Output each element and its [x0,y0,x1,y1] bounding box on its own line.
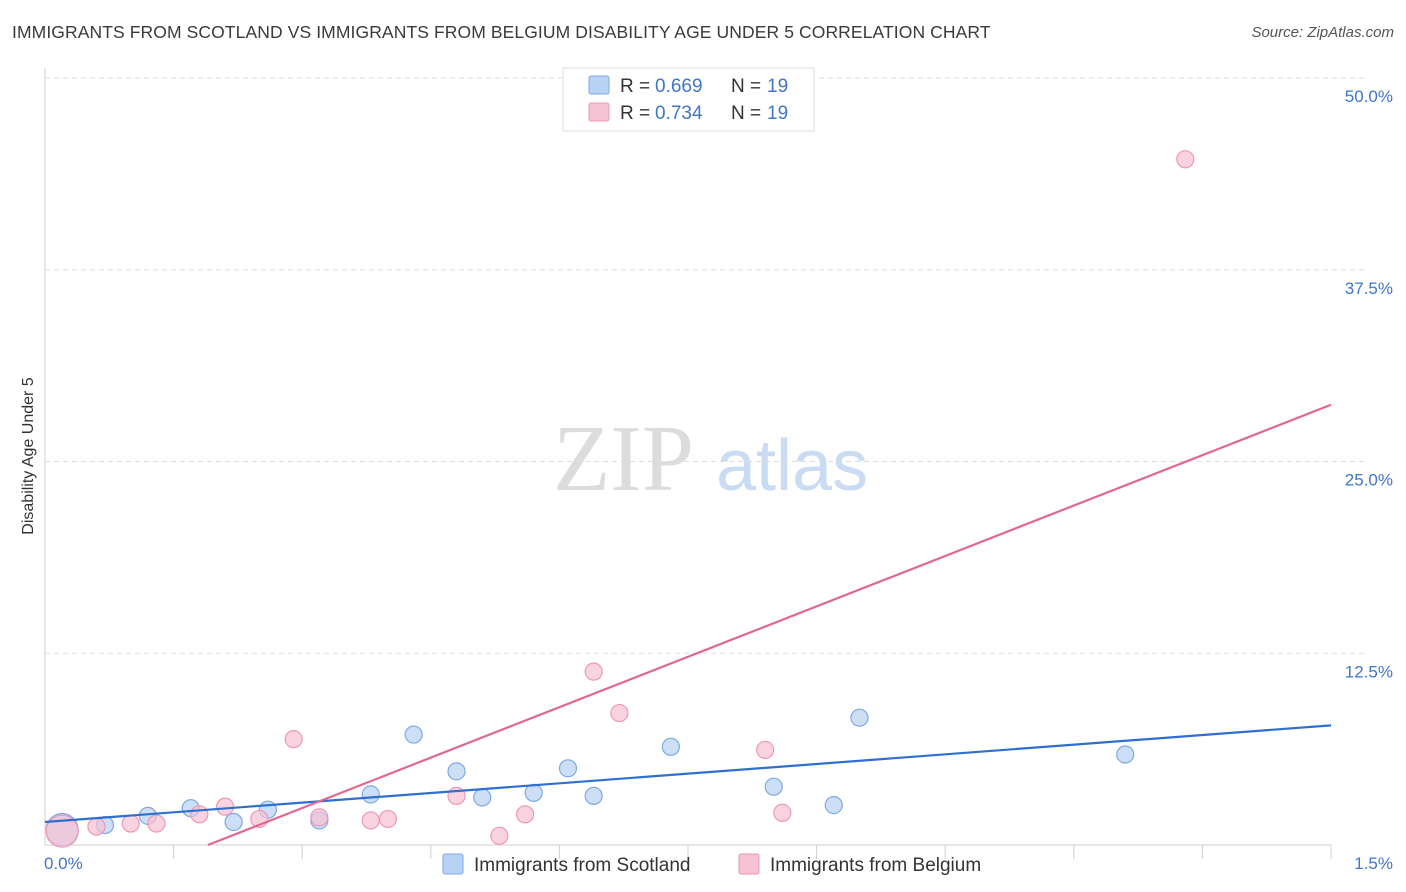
belgium-point [217,798,234,815]
x-tick-label-max: 1.5% [1354,854,1393,873]
belgium-point [757,741,774,758]
belgium-point [148,815,165,832]
belgium-point [88,818,105,835]
belgium-point [311,809,328,826]
belgium-point [362,812,379,829]
watermark-atlas: atlas [716,426,868,506]
legend-r-label: R = [620,76,650,97]
legend-label-belgium: Immigrants from Belgium [770,855,981,876]
scotland-point [225,813,242,830]
belgium-point [1177,151,1194,168]
trend-line-scotland [45,725,1331,822]
legend-swatch-pink [589,103,609,121]
stats-legend: R = 0.669 N = 19 R = 0.734 N = 19 [563,68,814,131]
scotland-point [1117,746,1134,763]
legend-swatch-scotland [443,854,463,874]
belgium-point [285,731,302,748]
watermark-zip: ZIP [553,407,694,511]
belgium-point [191,806,208,823]
x-tick-label-min: 0.0% [44,854,83,873]
scotland-point [474,789,491,806]
y-axis-label: Disability Age Under 5 [20,377,37,535]
legend-r-value-scotland: 0.669 [655,76,703,97]
legend-n-value-belgium: 19 [767,103,788,124]
series-legend: Immigrants from Scotland Immigrants from… [443,854,981,876]
belgium-point [774,804,791,821]
series-scotland-points [46,709,1134,845]
legend-n-value-scotland: 19 [767,76,788,97]
scotland-point [662,738,679,755]
y-tick-label: 25.0% [1345,471,1393,490]
belgium-point [517,806,534,823]
scotland-point [559,760,576,777]
scotland-point [448,763,465,780]
legend-swatch-belgium [739,854,759,874]
scotland-point [362,786,379,803]
y-tick-label: 12.5% [1345,662,1393,681]
scotland-point [765,778,782,795]
grid [45,78,1366,653]
y-tick-label: 50.0% [1345,87,1393,106]
legend-swatch-blue [589,76,609,94]
scotland-point [405,726,422,743]
belgium-point [379,810,396,827]
legend-n-label: N = [731,76,761,97]
scotland-point [851,709,868,726]
correlation-chart: ZIP atlas 12.5% 25.0% 37.5% 50.0% 0.0% 1… [0,0,1406,892]
scotland-point [825,797,842,814]
belgium-point [491,827,508,844]
legend-label-scotland: Immigrants from Scotland [474,855,690,876]
legend-n-label: N = [731,103,761,124]
legend-r-label: R = [620,103,650,124]
y-tick-label: 37.5% [1345,279,1393,298]
legend-r-value-belgium: 0.734 [655,103,703,124]
belgium-point [585,663,602,680]
scotland-point [525,784,542,801]
belgium-point [611,705,628,722]
scotland-point [585,787,602,804]
belgium-point [122,815,139,832]
